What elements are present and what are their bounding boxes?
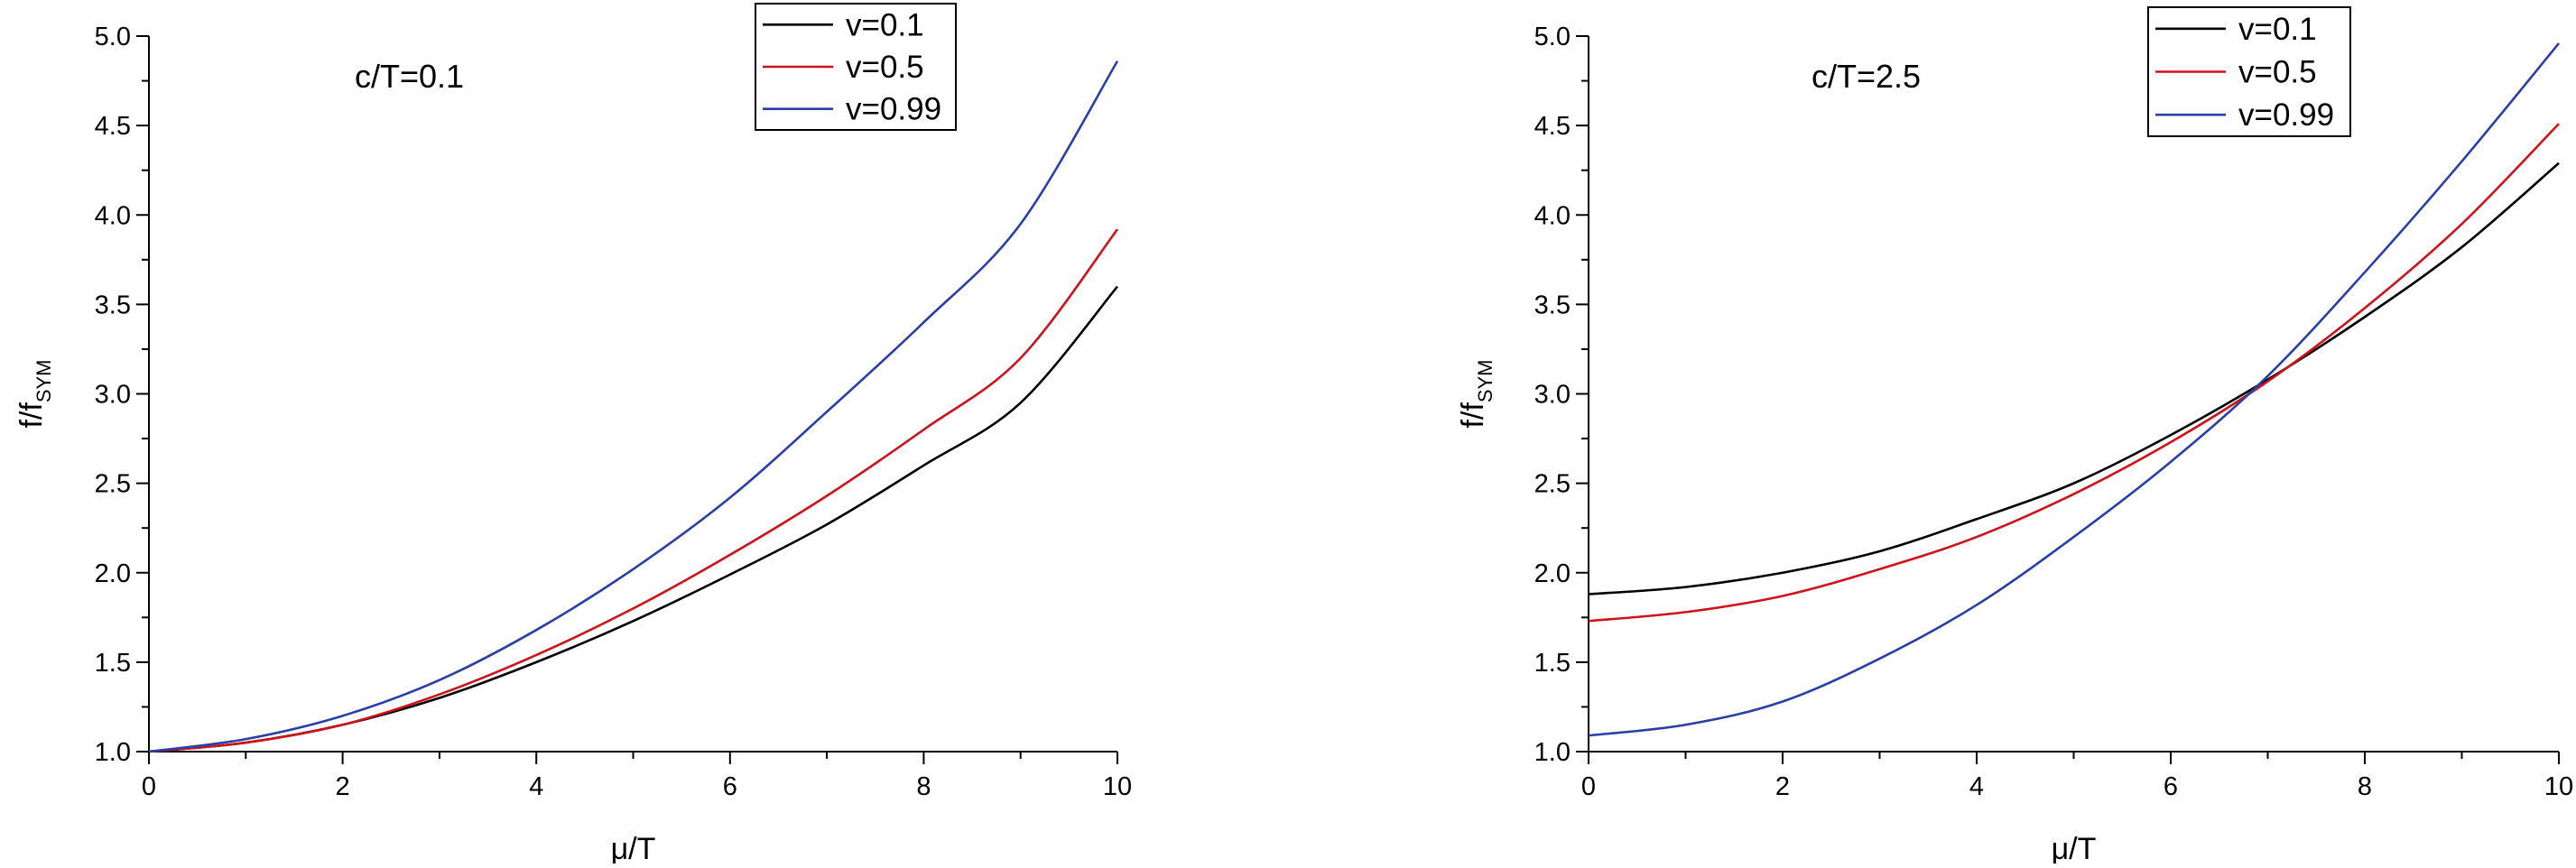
- x-tick-label: 6: [723, 772, 737, 801]
- series-line-v-0-1: [148, 285, 1118, 753]
- chart-annotation: c/T=2.5: [1812, 58, 1921, 95]
- series-line-v-0-5: [148, 228, 1119, 753]
- y-tick-label: 2.5: [1534, 470, 1571, 499]
- legend-label: v=0.5: [846, 50, 924, 85]
- x-tick-label: 10: [2544, 772, 2573, 801]
- y-tick-label: 2.5: [95, 470, 131, 499]
- y-axis-label-main: f/f: [1456, 402, 1490, 429]
- legend-label: v=0.5: [2238, 55, 2317, 90]
- y-tick-label: 1.0: [1534, 738, 1571, 767]
- x-tick-label: 0: [142, 772, 156, 801]
- y-tick-label: 3.5: [95, 291, 131, 319]
- y-axis-label-main: f/f: [14, 402, 49, 429]
- y-tick-label: 3.5: [1534, 291, 1571, 319]
- legend-label: v=0.1: [2238, 12, 2317, 47]
- y-axis-label: f/fSYM: [14, 359, 55, 428]
- x-tick-label: 10: [1103, 772, 1132, 801]
- x-tick-label: 8: [916, 772, 931, 801]
- y-tick-label: 4.0: [95, 201, 131, 230]
- y-tick-label: 4.0: [1534, 201, 1571, 230]
- series-line-v-0-99: [148, 60, 1119, 753]
- series-line-v-0-99: [1588, 42, 2561, 737]
- x-tick-label: 8: [2358, 772, 2372, 801]
- y-tick-label: 1.5: [95, 649, 131, 678]
- y-tick-label: 3.0: [95, 381, 131, 410]
- x-tick-label: 2: [1775, 772, 1790, 801]
- y-tick-label: 5.0: [95, 23, 131, 51]
- legend-label: v=0.99: [846, 92, 941, 127]
- y-tick-label: 2.0: [95, 559, 131, 588]
- y-tick-label: 1.0: [95, 738, 131, 767]
- x-tick-label: 0: [1581, 772, 1596, 801]
- x-axis-label: μ/T: [2052, 832, 2097, 863]
- series-line-v-0-5: [1588, 123, 2560, 623]
- legend: v=0.1 v=0.5 v=0.99: [755, 3, 957, 131]
- y-tick-label: 3.0: [1534, 381, 1571, 410]
- legend-label: v=0.1: [846, 7, 924, 42]
- y-tick-label: 4.5: [1534, 112, 1571, 141]
- x-tick-label: 4: [529, 772, 543, 801]
- y-tick-label: 2.0: [1534, 559, 1571, 588]
- legend: v=0.1 v=0.5 v=0.99: [2147, 6, 2351, 137]
- x-tick-label: 6: [2164, 772, 2178, 801]
- x-tick-label: 2: [336, 772, 350, 801]
- series-line-v-0-1: [1588, 162, 2560, 596]
- x-tick-label: 4: [1969, 772, 1984, 801]
- y-axis-label: f/fSYM: [1456, 359, 1496, 428]
- legend-label: v=0.99: [2238, 97, 2334, 133]
- y-axis-label-subscript: SYM: [32, 359, 55, 402]
- y-axis-label-subscript: SYM: [1474, 359, 1496, 402]
- chart-panel-1: 0 2 4 6 8 10 1.0 1.5 2.0 2.5 3.0 3.5 4.0 4.5 5.0 μ/T f/f…: [14, 3, 1132, 866]
- x-axis-label: μ/T: [611, 832, 656, 863]
- y-tick-label: 4.5: [95, 112, 131, 141]
- chart-panel-2: 0 2 4 6 8 10 1.0 1.5 2.0 2.5 3.0 3.5 4.0 4.5 5.0 μ/T f/f…: [1456, 6, 2573, 866]
- y-tick-label: 1.5: [1534, 649, 1571, 678]
- chart-annotation: c/T=0.1: [355, 58, 464, 95]
- y-tick-label: 5.0: [1534, 23, 1571, 51]
